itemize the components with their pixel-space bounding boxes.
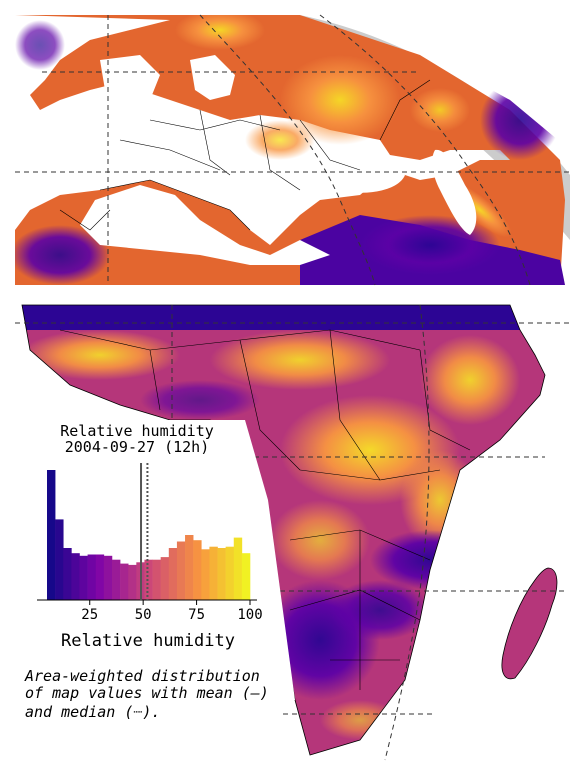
histogram-bar	[87, 554, 97, 600]
baltic-sea	[190, 55, 235, 100]
warm-region	[270, 500, 370, 580]
dry-region	[360, 215, 500, 275]
madagascar	[501, 567, 558, 680]
warm-region	[175, 15, 265, 50]
black-sea	[334, 167, 405, 193]
europe-map-panel	[15, 14, 570, 286]
warm-region	[280, 55, 400, 145]
histogram-bar	[63, 548, 72, 600]
histogram-bar	[111, 559, 121, 600]
warm-region	[210, 330, 390, 390]
warm-region	[320, 700, 400, 740]
warm-region	[420, 335, 520, 425]
histogram-bar	[47, 470, 56, 600]
caption: Area-weighted distribution of map values…	[24, 667, 269, 721]
caspian-sea	[432, 149, 477, 235]
europe-borders	[59, 79, 431, 231]
graticule	[15, 14, 570, 286]
histogram-bar	[201, 549, 210, 600]
x-tick-label: 25	[81, 607, 98, 623]
dry-region	[330, 580, 430, 640]
x-axis-label: Relative humidity	[61, 631, 235, 651]
warm-region	[22, 330, 180, 380]
histogram-bar	[95, 554, 105, 600]
sahara-dry-band	[22, 305, 545, 330]
dry-region	[15, 225, 110, 285]
inset-subtitle: 2004-09-27 (12h)	[65, 438, 210, 456]
caption-line-1: Area-weighted distribution	[24, 667, 260, 685]
histogram-bar	[225, 546, 235, 600]
dry-region	[480, 80, 560, 160]
histogram-ticks: 25 50 75 100	[81, 600, 263, 623]
histogram-bar	[176, 541, 186, 600]
histogram-bar	[168, 548, 178, 600]
mediterranean-sea	[80, 185, 330, 265]
caption-line-3: and median (┈).	[25, 703, 160, 721]
histogram-bar	[233, 537, 243, 600]
histogram-inset: Relative humidity 2004-09-27 (12h) 25 50 7…	[15, 420, 295, 700]
histogram-bar	[152, 559, 161, 600]
x-tick-label: 75	[188, 607, 205, 623]
x-tick-label: 50	[135, 607, 152, 623]
histogram-bars	[47, 470, 251, 600]
histogram-bar	[185, 535, 194, 600]
histogram-bar	[79, 555, 88, 600]
histogram-bar	[241, 553, 251, 600]
histogram-bar	[103, 555, 113, 600]
histogram-bar	[209, 546, 218, 600]
dry-region	[140, 380, 260, 420]
graticule	[15, 304, 570, 761]
histogram-bar	[128, 564, 137, 600]
histogram-bar	[217, 548, 226, 600]
x-tick-label: 100	[237, 607, 262, 623]
histogram-bar	[120, 563, 129, 600]
histogram-bar	[160, 557, 170, 600]
histogram-bar	[71, 553, 80, 600]
histogram-bar	[55, 519, 64, 600]
histogram-bar	[144, 559, 153, 600]
north-sea	[100, 55, 160, 105]
africa-borders	[59, 329, 471, 690]
dry-region	[15, 20, 65, 70]
warm-region	[410, 88, 470, 132]
histogram-bar	[193, 540, 202, 600]
caption-line-2: of map values with mean (—)	[25, 684, 269, 702]
inset-title: Relative humidity	[60, 422, 214, 440]
